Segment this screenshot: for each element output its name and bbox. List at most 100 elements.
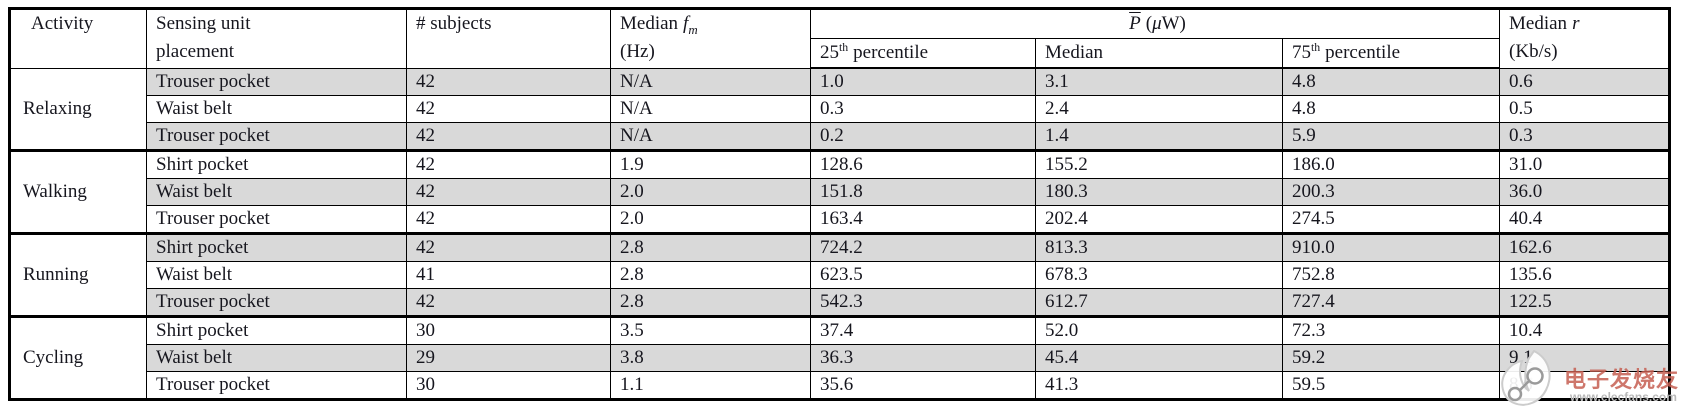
cell-p75: 727.4 — [1281, 288, 1501, 317]
cell-p25: 623.5 — [810, 261, 1036, 289]
cell-p75: 59.5 — [1281, 371, 1501, 400]
cell-median-r: 135.6 — [1499, 261, 1671, 289]
table-row: Running Shirt pocket 42 2.8 724.2 813.3 … — [9, 232, 1671, 317]
cell-median-fm: 2.0 — [610, 178, 811, 206]
cell-placement: Trouser pocket — [146, 371, 407, 400]
cell-p25: 37.4 — [810, 315, 1036, 345]
cell-p25: 1.0 — [810, 67, 1036, 96]
cell-p25: 0.3 — [810, 95, 1036, 123]
col-header-power: P (μW) — [809, 8, 1501, 39]
cell-median-r: 10.4 — [1499, 315, 1671, 345]
cell-p25: 724.2 — [810, 232, 1036, 262]
col-header-median-fm: Median fm (Hz) — [610, 8, 811, 69]
cell-activity: Relaxing — [9, 67, 147, 151]
cell-subjects: 42 — [406, 232, 611, 262]
cell-activity: Running — [9, 232, 147, 317]
table-row: Relaxing Trouser pocket 42 N/A 1.0 3.1 4… — [9, 67, 1671, 151]
cell-median-fm: 2.8 — [610, 288, 811, 317]
cell-placement: Shirt pocket — [146, 149, 407, 179]
cell-subjects: 42 — [406, 122, 611, 151]
cell-median-power: 202.4 — [1035, 205, 1283, 234]
col-header-placement: Sensing unit placement — [146, 8, 407, 69]
cell-subjects: 42 — [406, 205, 611, 234]
cell-median-r: 36.0 — [1499, 178, 1671, 206]
cell-median-power: 155.2 — [1035, 149, 1283, 179]
cell-median-power: 2.4 — [1035, 95, 1283, 123]
cell-median-r: 0.3 — [1499, 122, 1671, 151]
cell-p75: 910.0 — [1281, 232, 1501, 262]
table-row: Waist belt 42 2.0 151.8 180.3 200.3 36.0 — [10, 178, 1671, 206]
cell-placement: Shirt pocket — [146, 232, 407, 262]
cell-median-power: 813.3 — [1035, 232, 1283, 262]
cell-p25: 36.3 — [810, 344, 1036, 372]
cell-median-fm: N/A — [610, 122, 811, 151]
cell-activity: Cycling — [9, 315, 147, 400]
cell-p75: 200.3 — [1281, 178, 1501, 206]
cell-median-fm: 2.8 — [610, 232, 811, 262]
cell-median-r: 40.4 — [1499, 205, 1671, 234]
cell-subjects: 42 — [406, 149, 611, 179]
cell-p75: 4.8 — [1281, 67, 1501, 96]
cell-placement: Trouser pocket — [146, 288, 407, 317]
col-header-activity: Activity — [9, 8, 147, 69]
cell-subjects: 42 — [406, 95, 611, 123]
cell-subjects: 42 — [406, 178, 611, 206]
cell-placement: Shirt pocket — [146, 315, 407, 345]
cell-placement: Trouser pocket — [146, 67, 407, 96]
cell-subjects: 42 — [406, 288, 611, 317]
col-header-median-r: Median r (Kb/s) — [1499, 8, 1671, 69]
cell-p75: 186.0 — [1281, 149, 1501, 179]
cell-p25: 151.8 — [810, 178, 1036, 206]
cell-p25: 128.6 — [810, 149, 1036, 179]
cell-median-fm: 2.0 — [610, 205, 811, 234]
elecfans-logo-icon — [1501, 350, 1551, 406]
cell-median-fm: 3.5 — [610, 315, 811, 345]
watermark: 电子发烧友 www.elecfans.com — [1496, 348, 1681, 410]
cell-median-power: 1.4 — [1035, 122, 1283, 151]
cell-subjects: 41 — [406, 261, 611, 289]
cell-median-fm: N/A — [610, 67, 811, 96]
cell-median-power: 678.3 — [1035, 261, 1283, 289]
cell-median-fm: N/A — [610, 95, 811, 123]
table-row: Trouser pocket 30 1.1 35.6 41.3 59.5 8.5 — [10, 371, 1671, 400]
col-header-p75: 75th percentile — [1281, 38, 1501, 69]
cell-p75: 274.5 — [1281, 205, 1501, 234]
cell-median-power: 3.1 — [1035, 67, 1283, 96]
cell-subjects: 42 — [406, 67, 611, 96]
cell-p75: 5.9 — [1281, 122, 1501, 151]
results-table: Activity Sensing unit placement # subjec… — [8, 7, 1672, 401]
watermark-brand: 电子发烧友 — [1564, 367, 1680, 392]
cell-median-r: 162.6 — [1499, 232, 1671, 262]
table-row: Waist belt 42 N/A 0.3 2.4 4.8 0.5 — [10, 95, 1671, 123]
cell-p25: 542.3 — [810, 288, 1036, 317]
cell-subjects: 30 — [406, 371, 611, 400]
cell-activity: Walking — [9, 149, 147, 234]
cell-median-power: 45.4 — [1035, 344, 1283, 372]
cell-placement: Waist belt — [146, 261, 407, 289]
cell-p75: 752.8 — [1281, 261, 1501, 289]
cell-placement: Waist belt — [146, 344, 407, 372]
cell-median-fm: 1.1 — [610, 371, 811, 400]
cell-p75: 72.3 — [1281, 315, 1501, 345]
cell-subjects: 30 — [406, 315, 611, 345]
cell-median-fm: 1.9 — [610, 149, 811, 179]
cell-median-r: 0.6 — [1499, 67, 1671, 96]
cell-p75: 4.8 — [1281, 95, 1501, 123]
table-row: Waist belt 41 2.8 623.5 678.3 752.8 135.… — [10, 261, 1671, 289]
cell-median-r: 122.5 — [1499, 288, 1671, 317]
watermark-url: www.elecfans.com — [1570, 390, 1677, 404]
cell-median-r: 0.5 — [1499, 95, 1671, 123]
cell-median-fm: 2.8 — [610, 261, 811, 289]
cell-median-fm: 3.8 — [610, 344, 811, 372]
table-row: Trouser pocket 42 2.8 542.3 612.7 727.4 … — [10, 288, 1671, 317]
table-row: Walking Shirt pocket 42 1.9 128.6 155.2 … — [9, 149, 1671, 234]
col-header-subjects: # subjects — [406, 8, 611, 69]
cell-placement: Trouser pocket — [146, 122, 407, 151]
cell-p25: 35.6 — [810, 371, 1036, 400]
cell-median-power: 52.0 — [1035, 315, 1283, 345]
cell-placement: Waist belt — [146, 178, 407, 206]
table-row: Trouser pocket 42 N/A 0.2 1.4 5.9 0.3 — [10, 122, 1671, 151]
cell-p75: 59.2 — [1281, 344, 1501, 372]
cell-placement: Waist belt — [146, 95, 407, 123]
